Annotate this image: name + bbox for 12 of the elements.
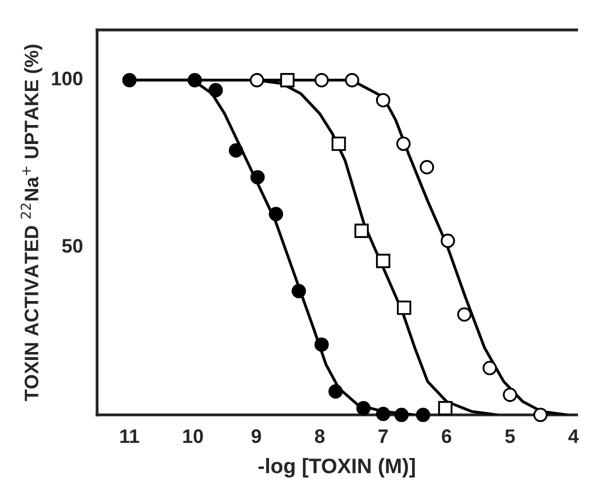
y-axis-title: TOXIN ACTIVATED $^{22}$Na$^{+}$ UPTAKE (%) <box>20 44 42 401</box>
x-axis-title: -log [TOXIN (M)] <box>258 458 415 478</box>
x-tick-label: 8 <box>314 429 325 444</box>
x-tick-label: 10 <box>183 429 203 444</box>
x-tick-label: 9 <box>252 429 261 444</box>
x-tick-label: 7 <box>378 430 388 443</box>
x-tick-label: 11 <box>120 430 140 443</box>
x-tick-label: 4 <box>568 430 579 443</box>
y-tick-label: 50 <box>62 238 82 253</box>
y-tick-label: 100 <box>52 72 82 86</box>
x-tick-label: 6 <box>442 429 452 444</box>
x-tick-label: 5 <box>505 430 515 444</box>
